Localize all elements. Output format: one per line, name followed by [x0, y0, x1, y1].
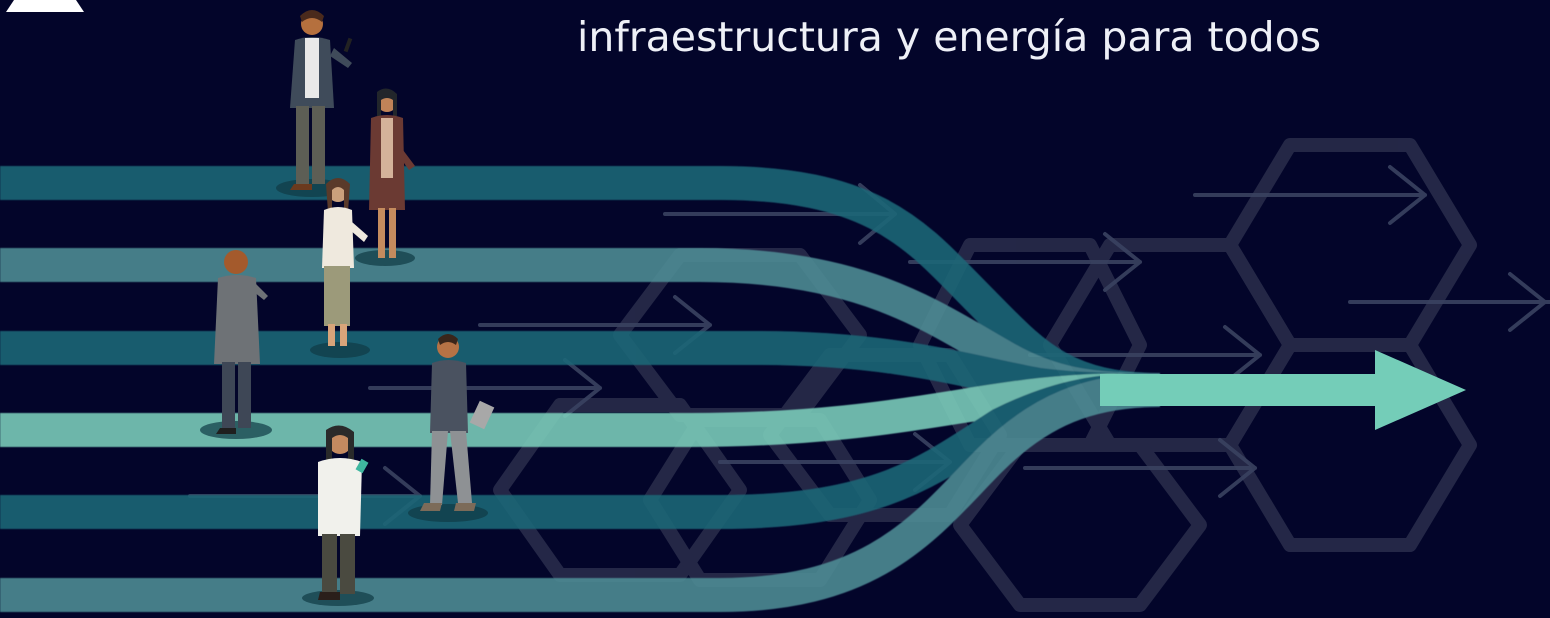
person-figure: [310, 178, 370, 358]
converging-lanes: [0, 166, 1161, 612]
person-figure: [408, 334, 495, 522]
person-figure: [355, 88, 415, 266]
people-figures: [200, 10, 495, 606]
bottom-tab-marker[interactable]: [0, 0, 90, 12]
main-arrow: [1100, 350, 1466, 430]
person-figure: [276, 10, 353, 197]
arrow-head-icon: [1375, 350, 1466, 430]
thin-arrows: [188, 165, 1550, 526]
person-figure: [302, 425, 374, 606]
person-figure: [200, 250, 272, 439]
hero-headline: infraestructura y energía para todos: [577, 13, 1322, 61]
lane-6: [0, 373, 1161, 612]
